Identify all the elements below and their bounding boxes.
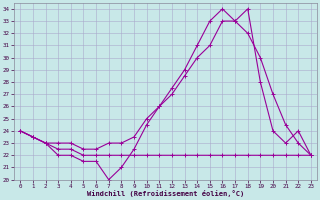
X-axis label: Windchill (Refroidissement éolien,°C): Windchill (Refroidissement éolien,°C) [87, 190, 244, 197]
